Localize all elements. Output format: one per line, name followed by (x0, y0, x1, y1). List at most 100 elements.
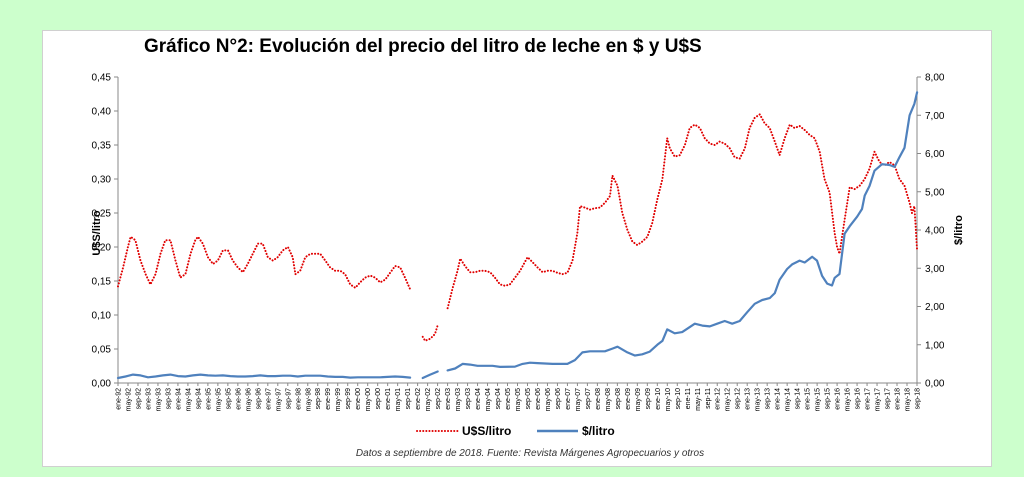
left-tick-label: 0,30 (92, 175, 112, 186)
x-tick-label: ene-96 (235, 388, 242, 410)
x-tick-label: may-13 (755, 388, 762, 411)
x-tick-label: sep-03 (465, 388, 472, 410)
x-tick-label: sep-98 (315, 388, 322, 410)
legend: U$S/litro $/litro (416, 424, 615, 438)
x-tick-label: ene-09 (625, 388, 632, 410)
x-tick-label: ene-08 (595, 388, 602, 410)
x-tick-label: ene-02 (415, 388, 422, 410)
x-tick-label: sep-92 (135, 388, 142, 410)
right-y-axis-ticks: 0,00 1,00 2,00 3,00 4,00 5,00 6,00 7,00 8,00 (917, 73, 945, 390)
legend-label-ars: $/litro (582, 424, 615, 438)
x-tick-label: may-95 (215, 388, 222, 411)
right-tick-label: 2,00 (925, 302, 945, 313)
x-tick-label: ene-03 (445, 388, 452, 410)
x-tick-label: sep-18 (914, 388, 921, 410)
x-tick-label: ene-16 (835, 388, 842, 410)
x-tick-label: ene-04 (475, 388, 482, 410)
x-tick-label: may-04 (485, 388, 492, 411)
usd-series-line (446, 113, 919, 310)
x-tick-label: sep-00 (375, 388, 382, 410)
left-tick-label: 0,10 (92, 311, 112, 322)
x-tick-label: sep-09 (645, 388, 652, 410)
right-tick-label: 0,00 (925, 379, 945, 390)
x-tick-label: ene-14 (775, 388, 782, 410)
left-tick-label: 0,25 (92, 209, 112, 220)
x-tick-label: sep-96 (255, 388, 262, 410)
x-tick-label: sep-12 (735, 388, 742, 410)
right-tick-label: 8,00 (925, 73, 945, 84)
right-tick-label: 3,00 (925, 264, 945, 275)
chart-panel (42, 30, 992, 467)
x-tick-label: sep-07 (585, 388, 592, 410)
right-tick-label: 7,00 (925, 111, 945, 122)
x-tick-label: sep-01 (405, 388, 412, 410)
x-tick-label: sep-99 (345, 388, 352, 410)
x-tick-label: ene-11 (685, 388, 692, 409)
x-tick-label: sep-11 (705, 388, 712, 409)
x-tick-label: sep-94 (195, 388, 202, 410)
x-tick-label: sep-15 (825, 388, 832, 410)
x-tick-label: may-00 (365, 388, 372, 411)
x-tick-label: ene-17 (865, 388, 872, 410)
x-tick-label: ene-94 (175, 388, 182, 410)
usd-series-line (421, 324, 439, 342)
x-tick-label: may-97 (275, 388, 282, 411)
ars-series-line (446, 91, 919, 372)
chart-title: Gráfico N°2: Evolución del precio del li… (144, 36, 702, 57)
x-tick-label: may-01 (395, 388, 402, 411)
right-tick-label: 1,00 (925, 340, 945, 351)
right-y-axis-label: $/litro (953, 215, 965, 245)
x-tick-label: may-06 (545, 388, 552, 411)
x-tick-label: may-96 (245, 388, 252, 411)
ars-series-line (421, 370, 439, 380)
x-tick-label: ene-13 (745, 388, 752, 410)
x-tick-label: ene-93 (145, 388, 152, 410)
x-tick-label: may-92 (125, 388, 132, 411)
x-tick-label: may-98 (305, 388, 312, 411)
x-tick-label: ene-00 (355, 388, 362, 410)
x-tick-label: may-02 (425, 388, 432, 411)
x-tick-label: may-09 (635, 388, 642, 411)
x-tick-label: ene-99 (325, 388, 332, 410)
x-tick-label: may-07 (575, 388, 582, 411)
left-tick-label: 0,45 (92, 73, 112, 84)
x-tick-label: may-93 (155, 388, 162, 411)
x-axis-ticks: ene-92 may-92 sep-92 ene-93 may-93 sep-93 ene-… (116, 383, 921, 411)
x-tick-label: sep-13 (765, 388, 772, 410)
x-tick-label: ene-97 (265, 388, 272, 410)
series-layer (116, 91, 919, 380)
x-tick-label: ene-92 (116, 388, 123, 410)
x-tick-label: ene-05 (505, 388, 512, 410)
right-tick-label: 4,00 (925, 226, 945, 237)
left-tick-label: 0,00 (92, 379, 112, 390)
x-tick-label: ene-12 (715, 388, 722, 410)
footnote: Datos a septiembre de 2018. Fuente: Revi… (356, 448, 704, 459)
x-tick-label: sep-04 (495, 388, 502, 410)
x-tick-label: sep-93 (165, 388, 172, 410)
left-y-axis-label: U$S/litro (91, 210, 103, 256)
x-tick-label: sep-02 (435, 388, 442, 410)
x-tick-label: may-12 (725, 388, 732, 411)
x-tick-label: ene-98 (295, 388, 302, 410)
left-tick-label: 0,15 (92, 277, 112, 288)
x-tick-label: ene-15 (805, 388, 812, 410)
x-tick-label: sep-08 (615, 388, 622, 410)
x-tick-label: sep-06 (555, 388, 562, 410)
x-tick-label: may-14 (785, 388, 792, 411)
x-tick-label: sep-10 (675, 388, 682, 410)
usd-series-line (117, 235, 412, 291)
x-tick-label: ene-95 (205, 388, 212, 410)
x-tick-label: may-15 (815, 388, 822, 411)
x-tick-label: ene-06 (535, 388, 542, 410)
x-tick-label: may-18 (905, 388, 912, 411)
x-tick-label: sep-95 (225, 388, 232, 410)
x-tick-label: may-99 (335, 388, 342, 411)
x-tick-label: may-94 (185, 388, 192, 411)
right-tick-label: 5,00 (925, 187, 945, 198)
left-tick-label: 0,05 (92, 345, 112, 356)
x-tick-label: ene-18 (895, 388, 902, 410)
x-tick-label: may-03 (455, 388, 462, 411)
legend-label-usd: U$S/litro (462, 424, 511, 438)
